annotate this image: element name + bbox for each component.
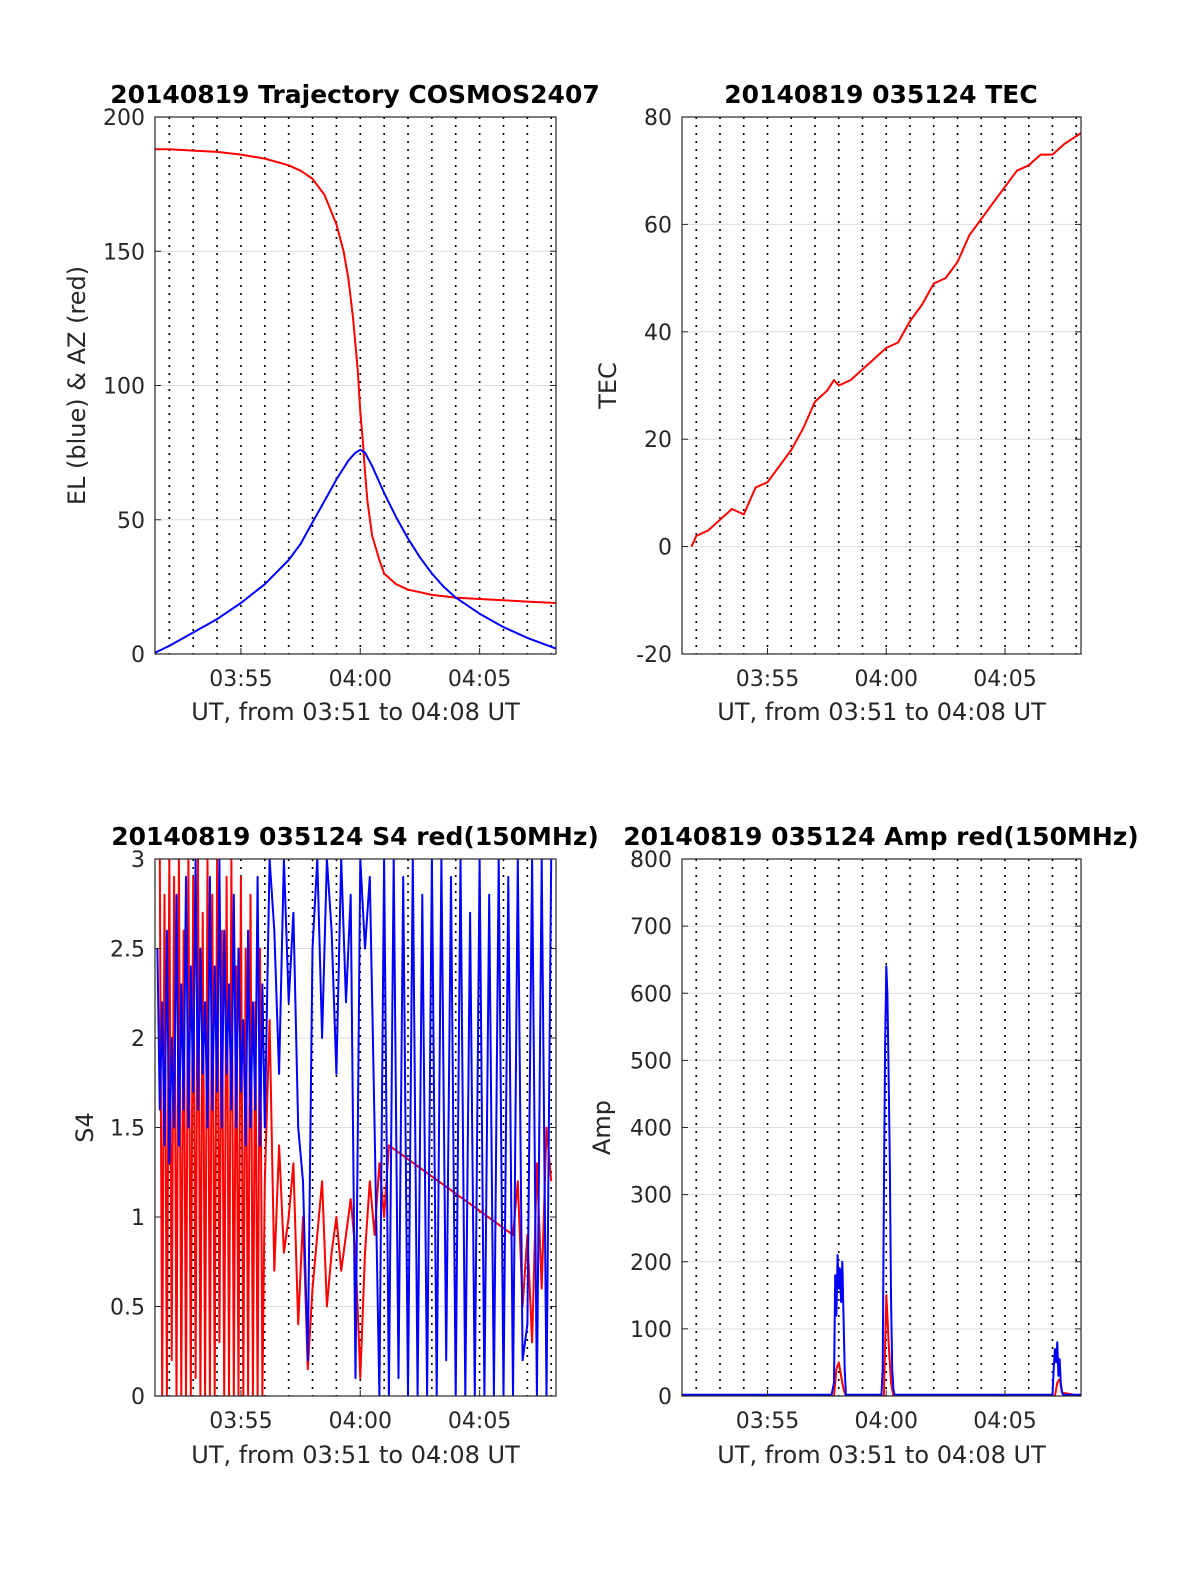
series-blue-line: [682, 965, 1081, 1396]
series-red-line: [682, 1294, 1081, 1396]
y-tick-label: 500: [630, 1049, 672, 1074]
y-tick-label: 300: [630, 1184, 672, 1209]
y-axis-label: EL (blue) & AZ (red): [63, 266, 91, 505]
y-tick-label: 0: [131, 643, 145, 668]
x-axis-label: UT, from 03:51 to 04:08 UT: [191, 1441, 520, 1469]
y-tick-label: 20: [644, 428, 672, 453]
y-tick-label: 100: [103, 375, 145, 400]
x-tick-label: 04:00: [329, 667, 392, 692]
y-tick-label: 40: [644, 321, 672, 346]
x-tick-label: 04:05: [448, 1409, 511, 1434]
y-tick-label: 0: [131, 1385, 145, 1410]
x-tick-label: 03:55: [209, 667, 272, 692]
panel-s4: 0 0.5 1 1.5 2 2.5 3 03:55 04:00 04:05 20140819 035…: [71, 822, 599, 1469]
y-tick-label: 200: [630, 1251, 672, 1276]
y-axis-label: Amp: [588, 1100, 616, 1155]
x-axis-label: UT, from 03:51 to 04:08 UT: [717, 698, 1046, 726]
y-tick-label: 80: [644, 106, 672, 131]
y-tick-label: 400: [630, 1117, 672, 1142]
chart-title: 20140819 035124 TEC: [724, 80, 1037, 109]
x-axis-label: UT, from 03:51 to 04:08 UT: [191, 698, 520, 726]
x-axis-label: UT, from 03:51 to 04:08 UT: [717, 1441, 1046, 1469]
y-tick-label: 1.5: [110, 1117, 145, 1142]
series-blue-line: [155, 448, 556, 654]
y-tick-label: 100: [630, 1318, 672, 1343]
x-tick-label: 04:00: [329, 1409, 392, 1434]
y-tick-label: 60: [644, 213, 672, 238]
x-tick-label: 03:55: [209, 1409, 272, 1434]
y-tick-label: 0: [658, 1385, 672, 1410]
y-tick-label: 700: [630, 915, 672, 940]
y-tick-label: 600: [630, 982, 672, 1007]
panel-amp: 0 100 200 300 400 500 600 700 800 03:55 04:00 04:05…: [588, 822, 1139, 1469]
series-red-line: [690, 132, 1081, 548]
x-tick-label: 03:55: [736, 1409, 799, 1434]
x-tick-label: 04:00: [855, 667, 918, 692]
y-tick-label: 2.5: [110, 938, 145, 963]
panel-trajectory: 0 50 100 150 200 03:55 04:00 04:05 20140819 Traj…: [63, 80, 600, 726]
y-tick-label: 2: [131, 1027, 145, 1052]
y-axis-label: S4: [71, 1112, 99, 1143]
y-tick-label: -20: [636, 643, 672, 668]
y-tick-label: 3: [131, 848, 145, 873]
chart-title: 20140819 035124 Amp red(150MHz): [623, 822, 1139, 851]
series-red-line: [158, 859, 553, 1396]
x-tick-label: 03:55: [736, 667, 799, 692]
x-tick-label: 04:05: [973, 667, 1036, 692]
y-tick-label: 800: [630, 848, 672, 873]
y-axis-label: TEC: [594, 362, 622, 410]
y-tick-label: 0: [658, 536, 672, 561]
y-tick-label: 0.5: [110, 1296, 145, 1321]
plot-frame: [681, 116, 1082, 655]
x-tick-label: 04:05: [448, 667, 511, 692]
x-tick-label: 04:05: [973, 1409, 1036, 1434]
y-tick-label: 50: [117, 509, 145, 534]
x-tick-label: 04:00: [855, 1409, 918, 1434]
y-tick-label: 150: [103, 240, 145, 265]
chart-title: 20140819 035124 S4 red(150MHz): [111, 822, 599, 851]
chart-title: 20140819 Trajectory COSMOS2407: [110, 80, 600, 109]
series-blue-line: [156, 859, 553, 1396]
panel-tec: -20 0 20 40 60 80 03:55 04:00 04:05 20140819 0351…: [594, 80, 1082, 726]
y-tick-label: 1: [131, 1206, 145, 1231]
series-red-line: [155, 148, 556, 604]
y-tick-label: 200: [103, 106, 145, 131]
